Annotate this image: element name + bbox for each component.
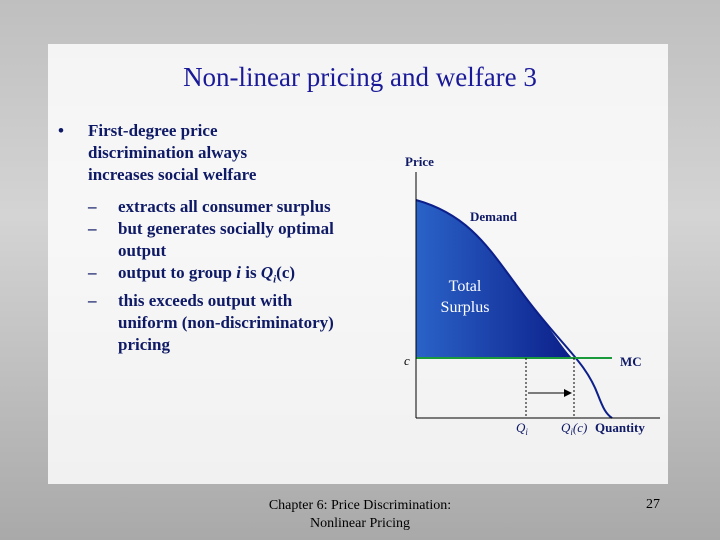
text-run: i (273, 273, 277, 286)
sub-bullets: – extracts all consumer surplus – but gener… (88, 196, 358, 356)
text-run: output to group (118, 263, 237, 282)
text-run: but generates socially optimal output (118, 219, 334, 260)
mc-label: MC (620, 354, 642, 369)
demand-label: Demand (470, 209, 518, 224)
sub-bullet: – extracts all consumer surplus (88, 196, 358, 218)
dash: – (88, 291, 97, 311)
sub-bullet-text: extracts all consumer surplus (118, 196, 353, 218)
demand-curve (415, 199, 613, 419)
y-axis-label: Price (405, 154, 434, 169)
text-run: extracts all consumer surplus (118, 197, 331, 216)
sub-bullet: – this exceeds output with uniform (non-d… (88, 290, 358, 356)
dash: – (88, 219, 97, 238)
sub-bullet-text: but generates socially optimal output (118, 218, 353, 262)
x-axis-label: Quantity (595, 420, 645, 435)
footer-text: Chapter 6: Price Discrimination: (268, 498, 452, 513)
dash: – (88, 197, 97, 216)
content-panel (48, 44, 668, 484)
arrow-head (564, 389, 572, 397)
text-run: (c) (573, 420, 587, 435)
sub-bullet: – but generates socially optimal output (88, 218, 358, 262)
text-run: this exceeds output with uniform (non-di… (118, 291, 334, 355)
text-run: i (570, 427, 573, 437)
text-run: i (525, 427, 528, 437)
text-run: i (236, 263, 241, 282)
footer-text: Nonlinear Pricing (310, 516, 410, 531)
qi-label: Qi (516, 420, 528, 437)
bullet-text: First-degree price discrimination always… (88, 121, 257, 184)
text-run: Q (561, 420, 571, 435)
surplus-label: Total (449, 278, 482, 295)
sub-bullet: – output to group i is Qi(c) (88, 262, 358, 290)
text-run: Q (516, 420, 526, 435)
page-number: 27 (646, 497, 660, 512)
sub-bullet-text: output to group i is Qi(c) (118, 262, 353, 290)
text-run: is (240, 263, 261, 282)
surplus-label: Surplus (441, 299, 490, 316)
surplus-area (416, 200, 572, 358)
footer: Chapter 6: Price Discrimination: Nonline… (240, 497, 480, 533)
qic-label: Qi(c) (561, 420, 587, 437)
dash: – (88, 263, 97, 282)
slide-title: Non-linear pricing and welfare 3 (183, 62, 537, 92)
bullet: • First-degree price discrimination alway… (58, 120, 358, 186)
text-run: Q (260, 263, 274, 282)
c-label: c (404, 353, 410, 368)
text-run: (c) (276, 263, 296, 282)
sub-bullet-text: this exceeds output with uniform (non-di… (118, 290, 353, 356)
bullet-list: • First-degree price discrimination alway… (58, 120, 358, 356)
